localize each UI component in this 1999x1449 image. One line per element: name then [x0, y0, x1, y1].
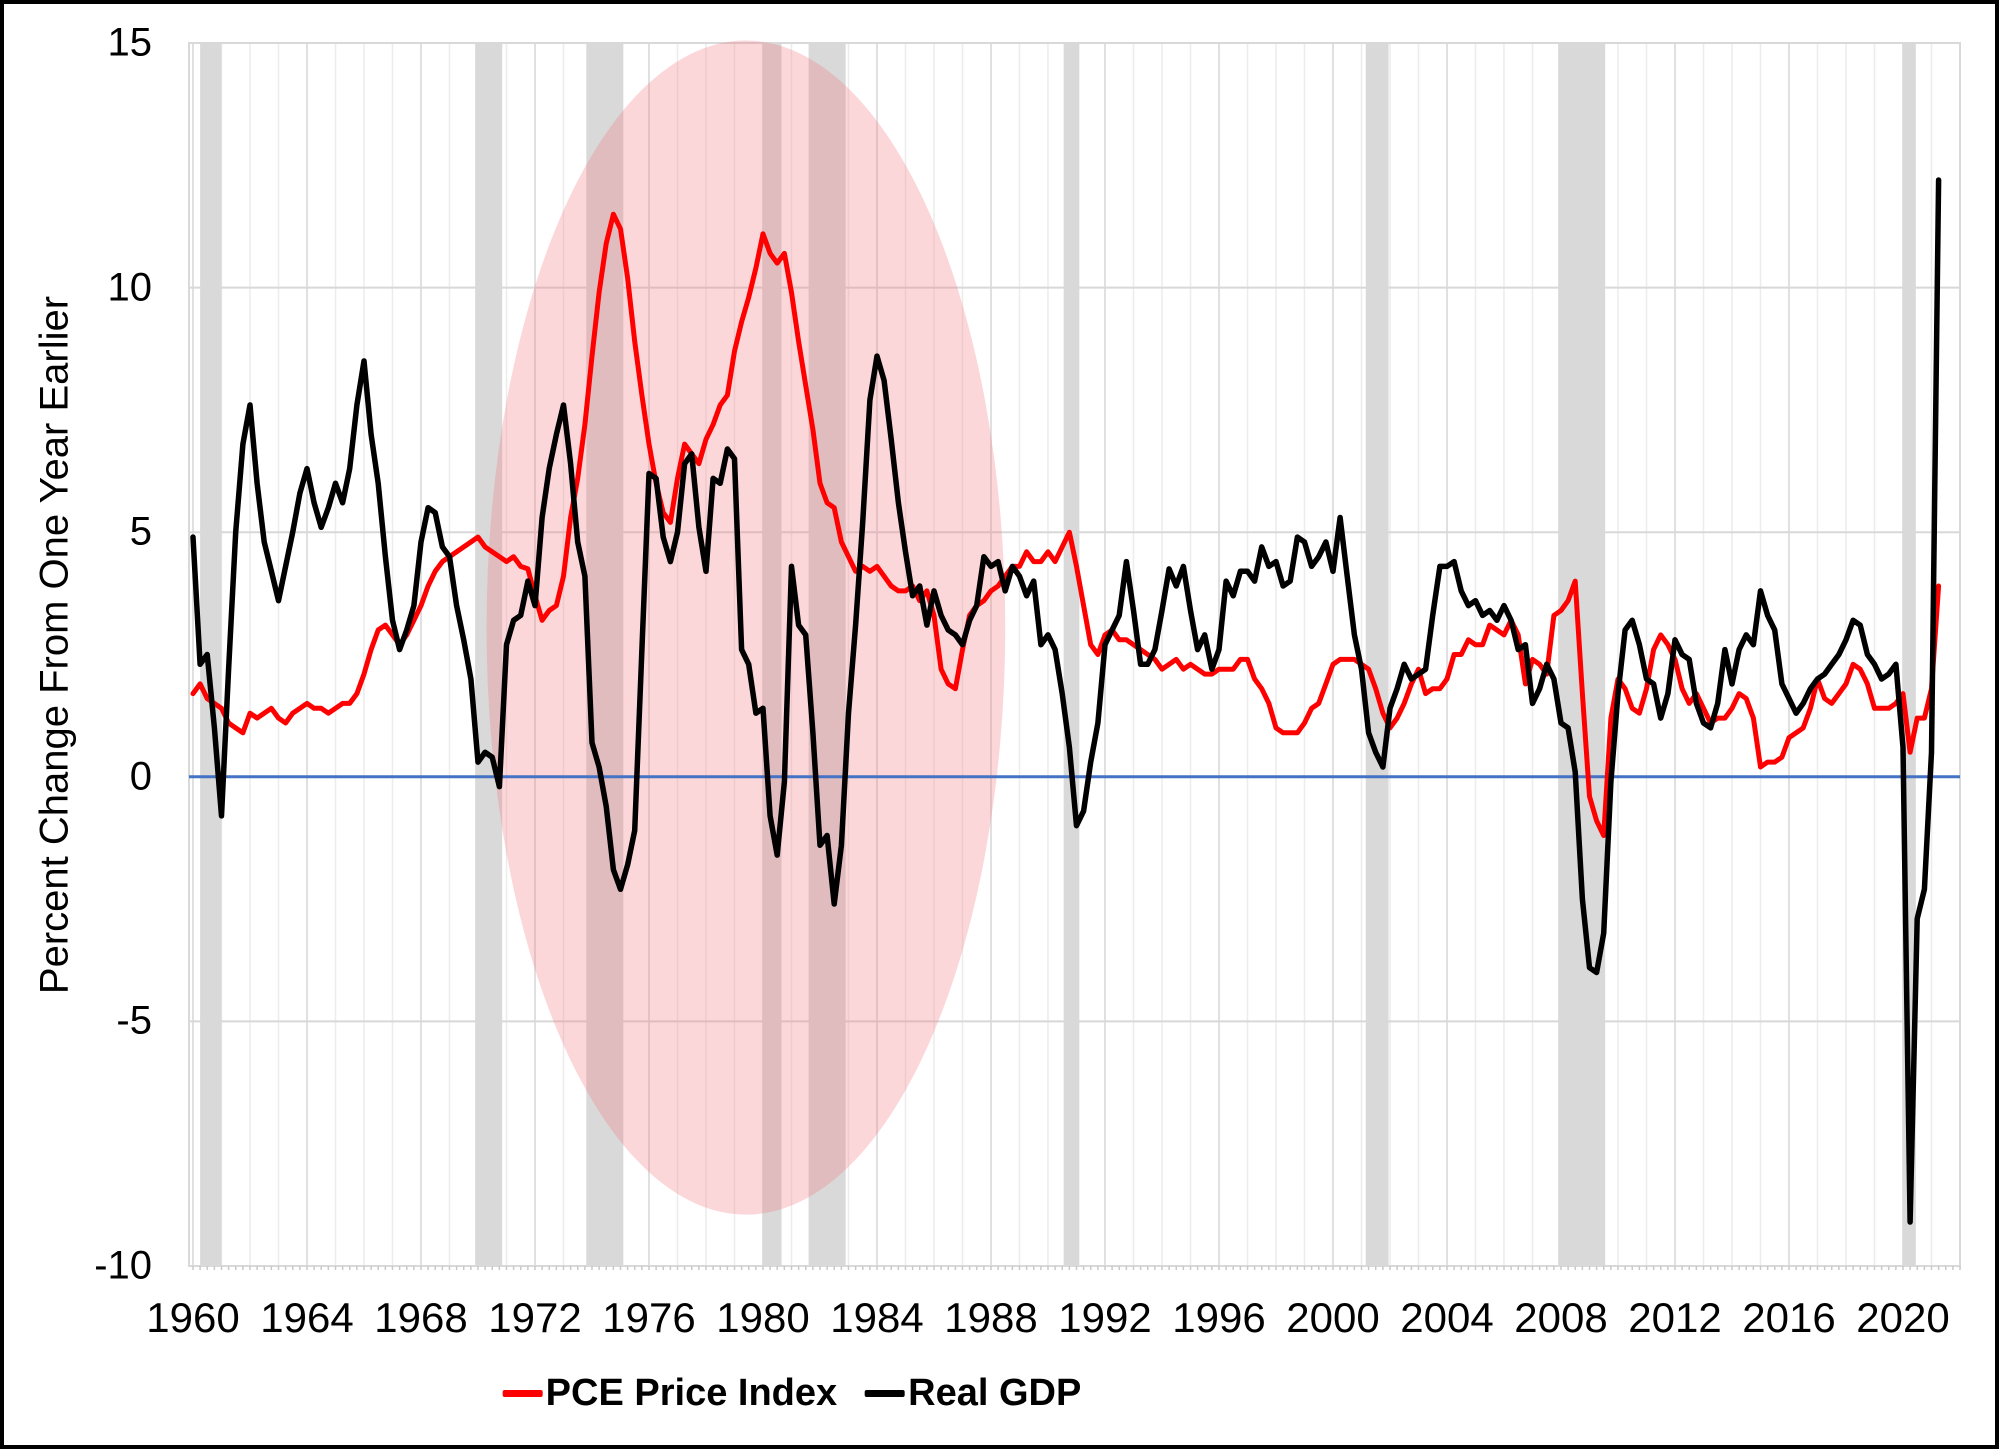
- series-line-real-gdp: [190, 177, 1942, 1225]
- legend-line-swatch: [865, 1390, 906, 1397]
- y-tick-label: 5: [129, 509, 152, 554]
- recession-band: [475, 43, 503, 1266]
- legend-item: Real GDP: [865, 1372, 1081, 1415]
- legend-label: Real GDP: [908, 1372, 1082, 1414]
- x-tick-label: 2008: [1514, 1294, 1608, 1341]
- plot-border: [188, 42, 1961, 1267]
- y-tick-label: -10: [94, 1243, 152, 1288]
- y-tick-label: 10: [107, 265, 153, 310]
- legend-line-swatch: [502, 1390, 543, 1397]
- x-tick-label: 1980: [716, 1294, 810, 1341]
- recession-band: [1365, 43, 1389, 1266]
- y-tick-label: -5: [116, 998, 152, 1043]
- x-tick-label: 2016: [1742, 1294, 1836, 1341]
- legend-item: PCE Price Index: [502, 1372, 838, 1415]
- y-axis-title: Percent Change From One Year Earlier: [32, 295, 77, 995]
- recession-band: [200, 43, 222, 1266]
- x-tick-label: 2012: [1628, 1294, 1722, 1341]
- x-tick-label: 1976: [602, 1294, 696, 1341]
- chart-legend: PCE Price Index Real GDP: [502, 1372, 1081, 1415]
- recession-band: [762, 43, 782, 1266]
- x-tick-label: 2020: [1856, 1294, 1950, 1341]
- x-tick-label: 1996: [1172, 1294, 1266, 1341]
- x-tick-label: 1972: [488, 1294, 582, 1341]
- y-tick-label: 15: [107, 20, 153, 65]
- x-tick-label: 1984: [830, 1294, 924, 1341]
- highlight-ellipse: [486, 40, 1006, 1215]
- recession-band: [1063, 43, 1080, 1266]
- legend-label: PCE Price Index: [545, 1372, 838, 1414]
- x-tick-label: 1964: [260, 1294, 354, 1341]
- x-tick-label: 1960: [146, 1294, 240, 1341]
- x-tick-label: 1968: [374, 1294, 468, 1341]
- recession-band: [808, 43, 846, 1266]
- x-tick-label: 1992: [1058, 1294, 1152, 1341]
- x-tick-label: 1988: [944, 1294, 1038, 1341]
- x-tick-label: 2000: [1286, 1294, 1380, 1341]
- x-tick-label: 2004: [1400, 1294, 1494, 1341]
- y-tick-label: 0: [129, 754, 152, 799]
